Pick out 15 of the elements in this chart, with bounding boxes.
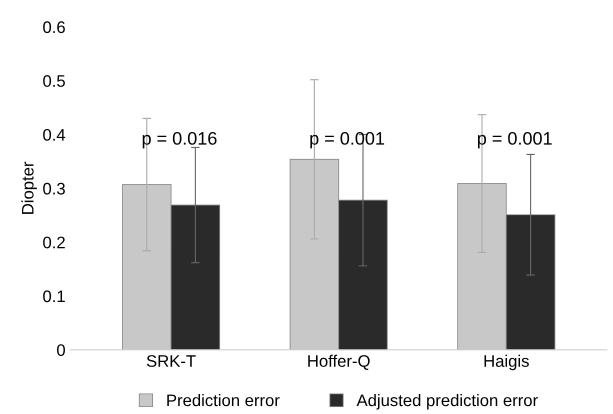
annotation: p = 0.016 bbox=[142, 132, 217, 148]
y-tick-label: 0.1 bbox=[43, 290, 65, 302]
y-axis-title: Diopter bbox=[21, 162, 37, 214]
y-tick-label: 0.3 bbox=[43, 182, 65, 195]
x-tick-label: SRK-T bbox=[146, 355, 196, 367]
legend-label: Adjusted prediction error bbox=[356, 394, 538, 410]
annotation: p = 0.001 bbox=[478, 132, 552, 148]
y-tick-label: 0.2 bbox=[43, 236, 65, 248]
x-tick-label: Hoffer-Q bbox=[308, 354, 370, 370]
y-tick-label: 0.5 bbox=[43, 75, 65, 87]
y-tick-label: 0.6 bbox=[43, 21, 65, 34]
x-tick-label: Haigis bbox=[484, 354, 529, 370]
y-tick-label: 0.4 bbox=[43, 128, 66, 141]
legend-label: Prediction error bbox=[167, 394, 280, 406]
y-tick-label: 0 bbox=[57, 344, 65, 356]
